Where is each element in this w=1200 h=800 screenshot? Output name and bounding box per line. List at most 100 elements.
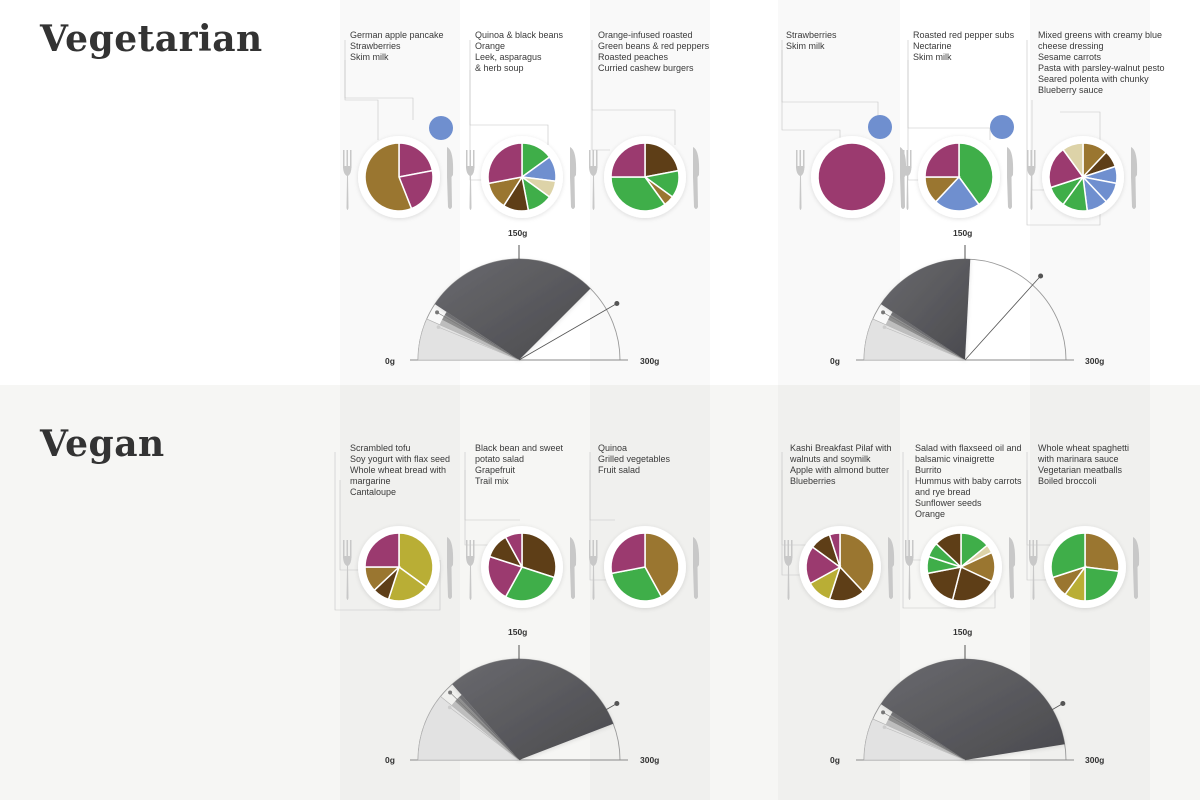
pie-slice xyxy=(1048,148,1085,189)
connector-line xyxy=(464,470,490,546)
pie-slice xyxy=(487,555,524,598)
pie-slice xyxy=(1084,532,1120,573)
meal-item: Cantaloupe xyxy=(350,487,397,497)
fork-icon xyxy=(466,150,475,210)
gauge-needle-dot xyxy=(448,690,453,695)
meal-item: Skim milk xyxy=(786,41,825,51)
pie-slice xyxy=(817,142,887,212)
connector-line xyxy=(1026,470,1050,581)
meal-item: Curried cashew burgers xyxy=(598,63,694,73)
gauge-fill-wedge xyxy=(434,258,591,360)
fork-icon xyxy=(796,150,805,210)
gauge-target-needle xyxy=(964,703,1064,761)
meal-list-dinner: Mixed greens with creamy blue cheese dres… xyxy=(1038,30,1165,96)
gauge-needle-dot xyxy=(447,705,452,710)
meal-item: Trail mix xyxy=(475,476,509,486)
connector-line xyxy=(591,40,676,145)
meal-item: cheese dressing xyxy=(1038,41,1104,51)
gauge-layer-wedge xyxy=(439,319,519,360)
gauge-max-label: 300g xyxy=(1085,356,1105,366)
protein-gauge xyxy=(410,245,628,361)
pie-slice xyxy=(364,142,413,212)
gauge-min-label: 0g xyxy=(830,755,840,765)
meal-item: Kashi Breakfast Pilaf with xyxy=(790,443,892,453)
meal-pie-chart xyxy=(610,142,680,212)
meal-item: Leek, asparagus xyxy=(475,52,542,62)
gauge-max-label: 300g xyxy=(640,356,660,366)
gauge-needle xyxy=(882,712,966,761)
meal-pie-chart xyxy=(926,532,996,602)
connector-line xyxy=(469,40,549,145)
gauge-target-dot xyxy=(1038,273,1044,279)
connector-line xyxy=(781,40,879,120)
meal-item: Salad with flaxseed oil and xyxy=(915,443,1022,453)
gauge-fill-wedge xyxy=(452,659,614,760)
meal-item: Blueberry sauce xyxy=(1038,85,1104,95)
connector-line xyxy=(781,50,841,145)
connector-line xyxy=(344,40,414,120)
meal-item: Quinoa xyxy=(598,443,628,453)
meal-item: Green beans & red peppers xyxy=(598,41,710,51)
pie-slice xyxy=(521,532,557,579)
knife-icon xyxy=(900,147,907,209)
pie-slice xyxy=(644,142,680,178)
gauge-max-label: 300g xyxy=(640,755,660,765)
gauge-needle-dot xyxy=(436,325,441,329)
connector-line xyxy=(1026,452,1055,546)
connector-line xyxy=(334,452,441,611)
gauge-min-label: 0g xyxy=(385,755,395,765)
gauge-needle xyxy=(438,326,520,361)
meal-pie-chart xyxy=(1050,532,1120,602)
section-title-vegetarian: Vegetarian xyxy=(40,18,263,60)
connector-line xyxy=(907,40,991,140)
gauge-needle xyxy=(882,312,966,361)
pie-slice xyxy=(487,142,523,185)
meal-list-dinner: Quinoa Grilled vegetables Fruit salad xyxy=(598,443,670,476)
connector-line xyxy=(589,452,615,521)
gauge-needle xyxy=(884,726,966,761)
meal-pie-chart xyxy=(364,142,434,212)
meal-item: Sesame carrots xyxy=(1038,52,1102,62)
knife-icon xyxy=(1133,537,1140,599)
pie-slice xyxy=(644,532,680,598)
meal-item: Burrito xyxy=(915,465,942,475)
fork-icon xyxy=(903,150,912,210)
meal-pie-chart xyxy=(487,532,557,602)
meal-pie-chart xyxy=(924,142,994,212)
knife-icon xyxy=(1131,147,1138,209)
gauge-layer-wedge xyxy=(890,311,965,360)
meal-item: Vegetarian meatballs xyxy=(1038,465,1123,475)
knife-icon xyxy=(888,537,895,599)
gauge-needle xyxy=(884,326,966,361)
meal-item: Scrambled tofu xyxy=(350,443,411,453)
connector-line xyxy=(464,452,520,521)
connector-line xyxy=(591,80,610,151)
meal-item: Whole wheat spaghetti xyxy=(1038,443,1130,453)
gauge-layer-wedge xyxy=(458,694,519,760)
side-dish-dot xyxy=(868,115,892,139)
gauge-needle-dot xyxy=(435,310,440,315)
meal-item: Sunflower seeds xyxy=(915,498,982,508)
meal-item: Grilled vegetables xyxy=(598,454,671,464)
gauge-target-needle xyxy=(518,703,618,761)
pie-slice xyxy=(958,142,994,206)
section-title-vegan: Vegan xyxy=(40,423,165,465)
meal-item: Blueberries xyxy=(790,476,836,486)
meal-pie-chart xyxy=(1048,142,1118,212)
gauge-mid-label: 150g xyxy=(953,228,973,238)
meal-pie-chart xyxy=(364,532,434,602)
pie-slice xyxy=(387,565,428,602)
knife-icon xyxy=(1007,147,1014,209)
pie-slice xyxy=(924,142,960,178)
meal-item: walnuts and soymilk xyxy=(790,454,871,464)
gauge-mid-label: 150g xyxy=(508,228,528,238)
meal-item: Apple with almond butter xyxy=(790,465,890,475)
meal-item: & herb soup xyxy=(475,63,524,73)
gauge-layer-wedge xyxy=(444,311,519,360)
meal-item: German apple pancake xyxy=(350,30,444,40)
pie-slice xyxy=(610,176,667,212)
meal-pie-chart xyxy=(487,142,557,212)
meal-item: Grapefruit xyxy=(475,465,516,475)
knife-icon xyxy=(1009,537,1016,599)
